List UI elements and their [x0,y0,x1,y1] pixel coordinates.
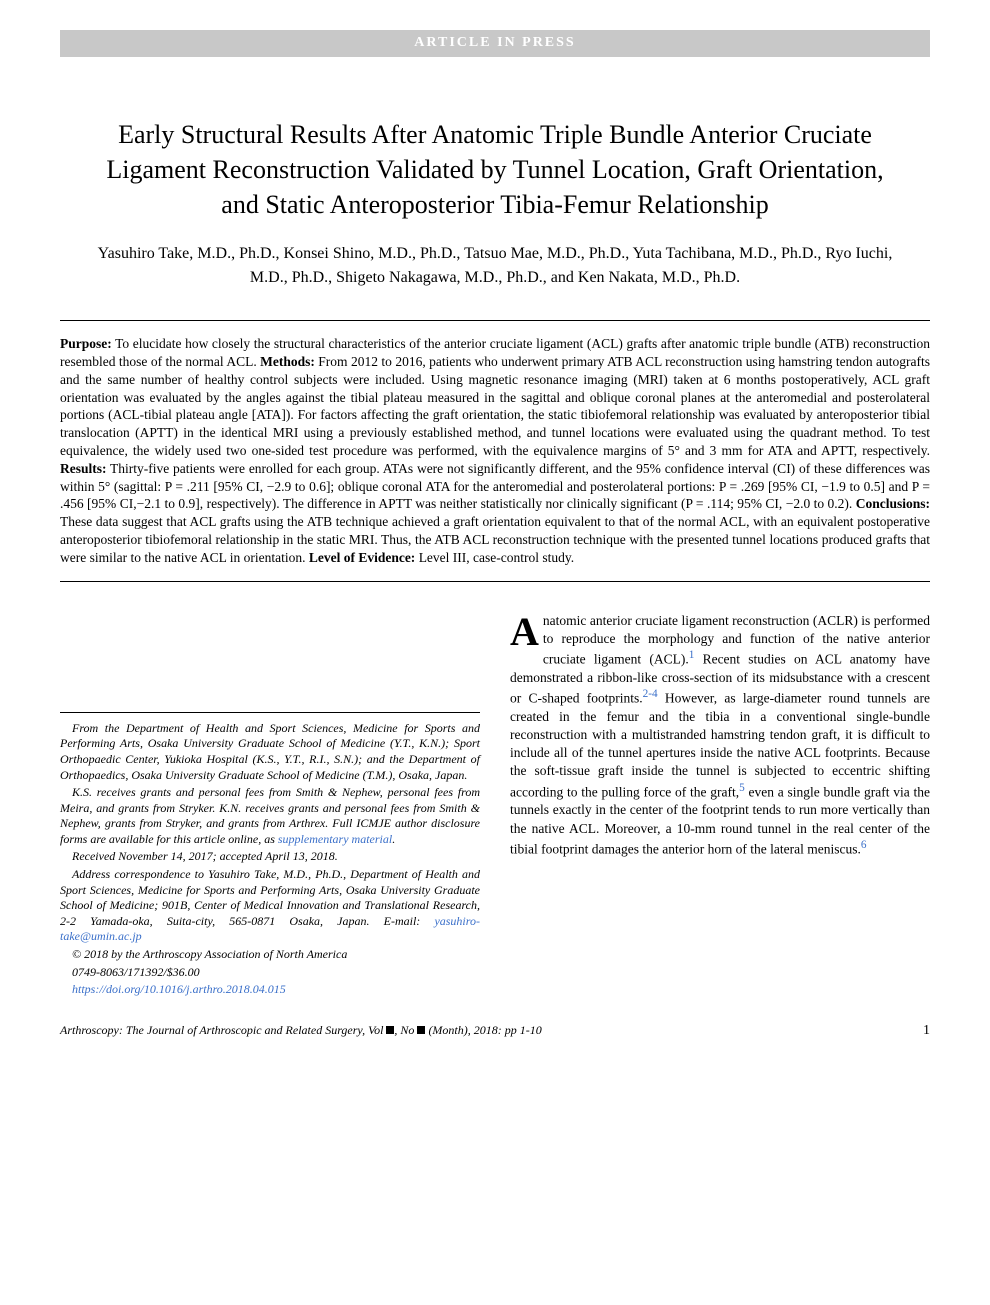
doi-link[interactable]: https://doi.org/10.1016/j.arthro.2018.04… [72,982,286,996]
correspondence: Address correspondence to Yasuhiro Take,… [60,867,480,945]
article-title: Early Structural Results After Anatomic … [90,117,900,222]
copyright: © 2018 by the Arthroscopy Association of… [60,947,480,963]
correspondence-text: Address correspondence to Yasuhiro Take,… [60,867,480,928]
body-paragraph-1: Anatomic anterior cruciate ligament reco… [510,612,930,859]
right-column: Anatomic anterior cruciate ligament reco… [510,612,930,1000]
rule-top [60,320,930,321]
loe-label: Level of Evidence: [309,550,415,565]
purpose-label: Purpose: [60,336,112,351]
affiliations: From the Department of Health and Sport … [60,721,480,783]
conclusions-label: Conclusions: [856,496,930,511]
journal-citation: Arthroscopy: The Journal of Arthroscopic… [60,1022,542,1038]
coi-text: K.S. receives grants and personal fees f… [60,785,480,846]
journal-name: Arthroscopy: The Journal of Arthroscopic… [60,1023,386,1037]
conflict-of-interest: K.S. receives grants and personal fees f… [60,785,480,847]
citation-tail: (Month), 2018: pp 1-10 [425,1023,541,1037]
ref-2-4-link[interactable]: 2-4 [643,688,658,700]
rule-bottom [60,581,930,582]
footnotes-block: From the Department of Health and Sport … [60,712,480,998]
supplementary-material-link[interactable]: supplementary material [278,832,392,846]
methods-label: Methods: [260,354,315,369]
ref-6-link[interactable]: 6 [861,839,867,851]
issn: 0749-8063/171392/$36.00 [60,965,480,981]
two-column-body: From the Department of Health and Sport … [60,612,930,1000]
page-number: 1 [923,1022,930,1041]
page-footer: Arthroscopy: The Journal of Arthroscopic… [60,1022,930,1041]
left-column: From the Department of Health and Sport … [60,612,480,1000]
author-list: Yasuhiro Take, M.D., Ph.D., Konsei Shino… [80,242,910,290]
received-accepted: Received November 14, 2017; accepted Apr… [60,849,480,865]
body-text-1c: However, as large-diameter round tunnels… [510,691,930,800]
results-text: Thirty-five patients were enrolled for e… [60,461,930,512]
article-in-press-banner: ARTICLE IN PRESS [60,30,930,57]
dropcap: A [510,612,543,649]
doi: https://doi.org/10.1016/j.arthro.2018.04… [60,982,480,998]
loe-text: Level III, case-control study. [415,550,574,565]
results-label: Results: [60,461,107,476]
coi-tail: . [392,832,395,846]
vol-no: , No [394,1023,417,1037]
methods-text: From 2012 to 2016, patients who underwen… [60,354,930,458]
abstract: Purpose: To elucidate how closely the st… [60,335,930,567]
